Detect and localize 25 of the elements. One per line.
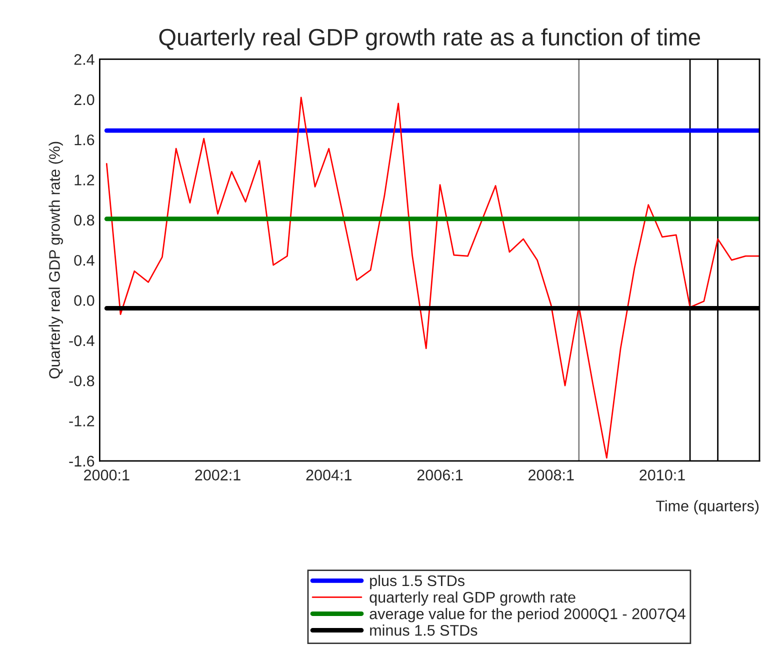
y-tick-label: 1.2: [74, 174, 94, 186]
y-axis-title: Quarterly real GDP growth rate (%): [48, 142, 63, 378]
y-tick-label: 2.0: [74, 94, 94, 106]
legend-label: minus 1.5 STDs: [370, 624, 478, 636]
y-tick-label: 2.4: [74, 54, 94, 65]
x-tick-label: 2006:1: [417, 470, 463, 480]
x-axis-title: Time (quarters): [656, 500, 759, 514]
legend-label: average value for the period 2000Q1 - 2007Q4: [370, 608, 686, 622]
x-tick-label: 2008:1: [528, 470, 574, 480]
y-tick-label: 0.0: [74, 295, 94, 306]
chart-title: Quarterly real GDP growth rate as a function of time: [159, 28, 700, 50]
legend-label: quarterly real GDP growth rate: [370, 591, 576, 606]
legend-label: plus 1.5 STDs: [370, 574, 464, 590]
y-tick-label: -0.8: [69, 375, 94, 386]
y-tick-label: -1.2: [69, 416, 94, 426]
y-tick-label: 1.6: [74, 134, 94, 146]
y-tick-label: -0.4: [69, 335, 94, 346]
x-tick-label: 2004:1: [306, 470, 352, 480]
line-series: [106, 96, 760, 459]
y-tick-label: 0.8: [74, 214, 94, 226]
y-tick-label: 0.4: [74, 254, 94, 266]
x-tick-label: 2002:1: [195, 470, 240, 480]
x-tick-label: 2000:1: [84, 470, 130, 480]
y-tick-label: -1.6: [69, 456, 94, 467]
x-tick-label: 2010:1: [640, 470, 685, 480]
